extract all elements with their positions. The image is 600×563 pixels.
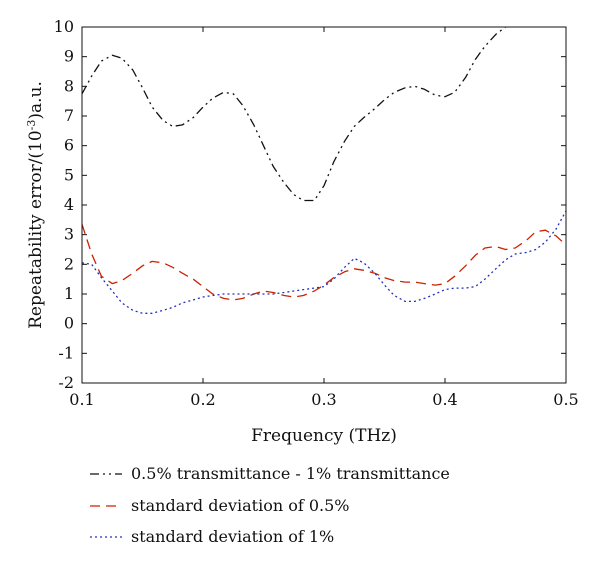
y-tick-label: 6 — [64, 136, 74, 155]
x-tick-label: 0.5 — [553, 390, 578, 409]
y-tick-label: 3 — [64, 225, 74, 244]
series-line-1 — [82, 27, 506, 202]
tick-labels-layer: -2 -1 0 1 2 3 4 5 6 7 8 9 10 0.1 0.2 0.3 0.4 0.5 — [54, 17, 579, 409]
y-tick-label: 0 — [64, 314, 74, 333]
x-tick-label: 0.4 — [432, 390, 457, 409]
legend: 0.5% transmittance - 1% transmittance sta… — [90, 464, 450, 546]
y-tick-label: 4 — [64, 195, 74, 214]
series-line-2 — [82, 224, 566, 301]
y-axis-label-suffix: )a.u. — [26, 81, 46, 120]
plot-frame — [81, 26, 567, 384]
y-tick-label: 5 — [64, 165, 74, 184]
x-tick-label: 0.3 — [311, 390, 336, 409]
legend-label-3: standard deviation of 1% — [131, 527, 334, 546]
y-axis-label-exponent: -3 — [25, 120, 38, 131]
y-tick-label: 2 — [64, 254, 74, 273]
ticks-layer — [81, 26, 567, 384]
x-axis-label: Frequency (THz) — [251, 426, 397, 446]
series-layer — [82, 27, 566, 314]
y-tick-label: 1 — [64, 284, 74, 303]
y-tick-label: 9 — [64, 47, 74, 66]
x-tick-label: 0.1 — [69, 390, 94, 409]
y-tick-label: -2 — [58, 373, 74, 392]
y-axis-label: Repeatability error/(10-3)a.u. — [25, 81, 47, 329]
y-tick-label: 10 — [54, 17, 74, 36]
legend-label-2: standard deviation of 0.5% — [131, 496, 350, 515]
x-tick-label: 0.2 — [190, 390, 215, 409]
y-tick-label: 8 — [64, 76, 74, 95]
y-axis-label-prefix: Repeatability error/(10 — [26, 130, 46, 329]
series-line-3 — [82, 210, 566, 314]
y-tick-label: 7 — [64, 106, 74, 125]
legend-label-1: 0.5% transmittance - 1% transmittance — [131, 464, 450, 483]
y-tick-label: -1 — [58, 343, 74, 362]
plot-area — [81, 26, 567, 384]
